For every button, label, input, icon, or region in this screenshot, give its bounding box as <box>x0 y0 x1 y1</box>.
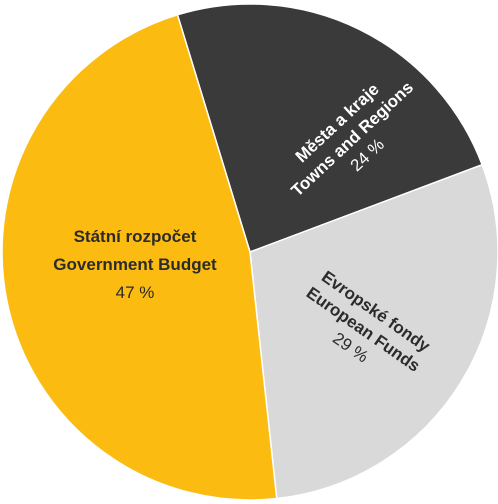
pie-slice-european-funds <box>249 163 498 500</box>
label-government-budget-cs: Státní rozpočet <box>74 227 197 246</box>
label-government-budget-value: 47 % <box>116 283 155 302</box>
label-government-budget: Státní rozpočet Government Budget 47 % <box>53 227 217 302</box>
label-government-budget-en: Government Budget <box>53 255 217 274</box>
pie-slice-towns-and-regions <box>176 3 484 253</box>
pie-slice-government-budget <box>1 13 278 501</box>
